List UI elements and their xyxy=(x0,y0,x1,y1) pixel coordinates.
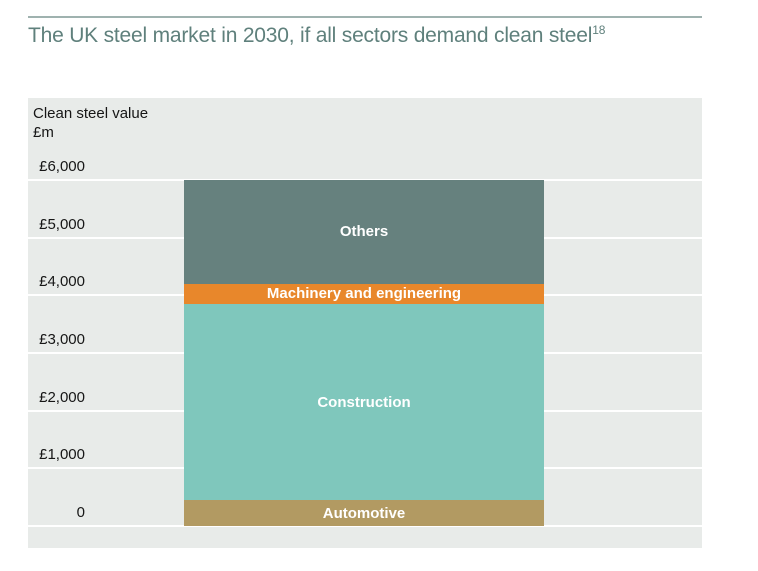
title-rule xyxy=(28,16,702,18)
gridline-3000 xyxy=(28,352,702,354)
bar-segment-construction: Construction xyxy=(184,303,544,501)
gridline-1000 xyxy=(28,467,702,470)
gridline-5000 xyxy=(28,236,702,239)
bar-segment-others: Others xyxy=(184,180,544,284)
y-tick-label: £6,000 xyxy=(39,158,85,175)
y-tick-label: £3,000 xyxy=(39,331,85,348)
chart-title: The UK steel market in 2030, if all sect… xyxy=(28,22,628,49)
y-tick-label: £4,000 xyxy=(39,273,85,291)
bar-segment-label: Automotive xyxy=(322,504,406,522)
y-tick-label: £2,000 xyxy=(39,388,85,406)
y-tick-label: 0 xyxy=(76,504,85,521)
gridline-2000 xyxy=(28,409,702,412)
stacked-bar: Others Machinery and engineering Construct… xyxy=(184,98,544,548)
chart-title-text: The UK steel market in 2030, if all sect… xyxy=(28,24,593,47)
gridline-0 xyxy=(28,525,702,527)
footnote-marker: 18 xyxy=(592,23,606,37)
y-tick-label: £1,000 xyxy=(39,446,85,464)
gridline-6000 xyxy=(28,179,702,181)
bar-segment-automotive: Automotive xyxy=(184,500,544,526)
y-axis-title: Clean steel value £m xyxy=(33,105,149,141)
y-tick-label: £5,000 xyxy=(39,215,85,233)
bar-segment-label: Construction xyxy=(317,393,411,411)
gridline-4000 xyxy=(28,294,702,297)
plot-area: Clean steel value £m £6,000 £5,000 £4,000 £… xyxy=(28,98,702,548)
